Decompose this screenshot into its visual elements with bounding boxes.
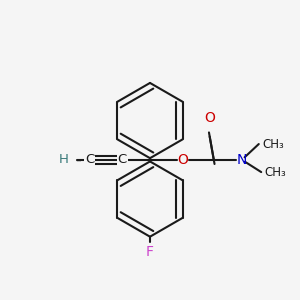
Text: H: H	[58, 153, 68, 166]
Text: O: O	[204, 111, 215, 125]
Text: O: O	[177, 153, 188, 167]
Text: F: F	[146, 245, 154, 259]
Text: C: C	[85, 153, 94, 166]
Text: CH₃: CH₃	[265, 166, 286, 178]
Text: -: -	[75, 152, 81, 167]
Text: CH₃: CH₃	[262, 137, 284, 151]
Text: N: N	[236, 153, 247, 167]
Text: C: C	[118, 153, 127, 166]
